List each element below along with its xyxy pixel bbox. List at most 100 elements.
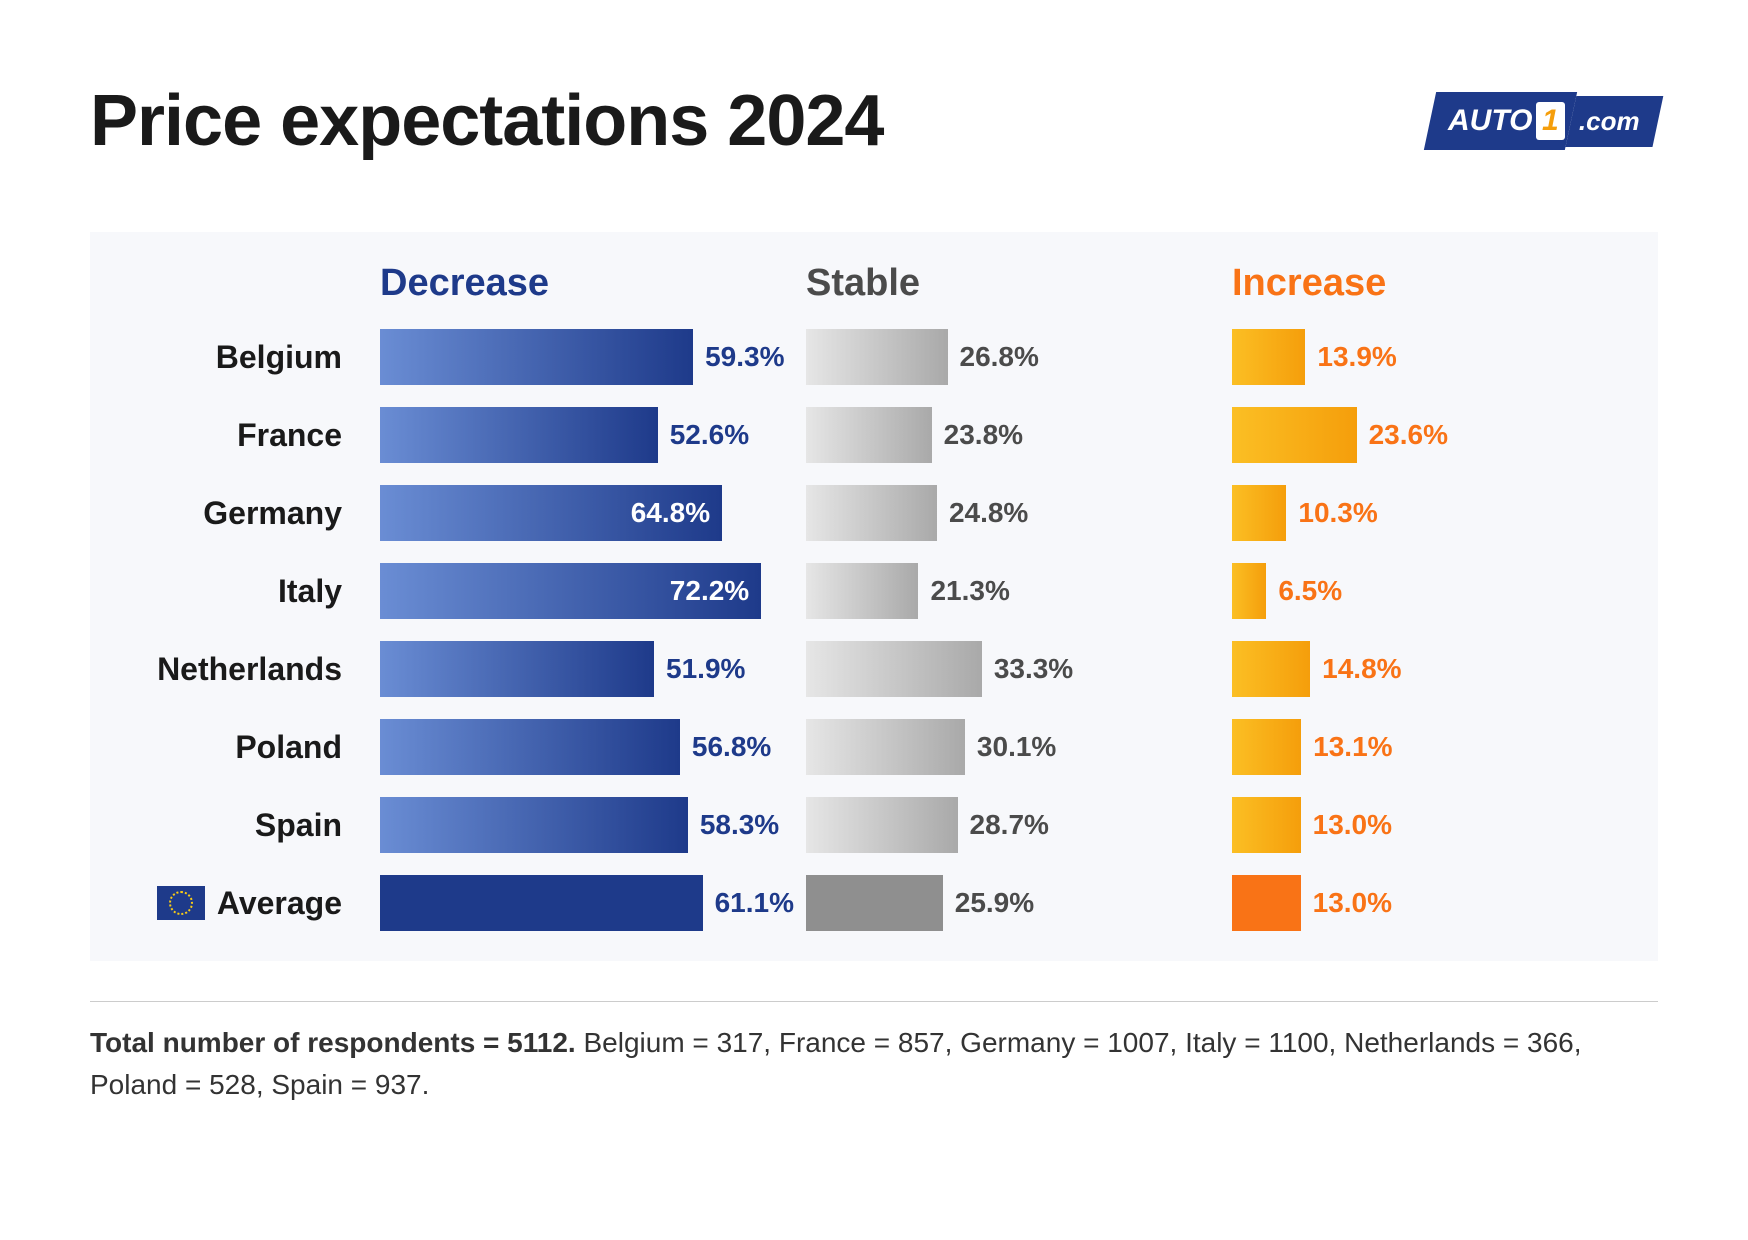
col-header-stable: Stable xyxy=(806,262,1202,305)
bar-stable: 28.7% xyxy=(806,797,958,853)
bar-label-decrease: 51.9% xyxy=(666,653,745,685)
bar-increase: 13.1% xyxy=(1232,719,1301,775)
bar-cell-decrease: 52.6% xyxy=(380,407,776,463)
bar-label-increase: 6.5% xyxy=(1278,575,1342,607)
bar-cell-stable: 28.7% xyxy=(806,797,1202,853)
row-label: Spain xyxy=(120,807,350,844)
table-row: Netherlands 51.9% 33.3% 14.8% xyxy=(120,641,1628,697)
bar-label-increase: 14.8% xyxy=(1322,653,1401,685)
bar-decrease: 51.9% xyxy=(380,641,654,697)
bar-increase: 14.8% xyxy=(1232,641,1310,697)
bar-cell-decrease: 51.9% xyxy=(380,641,776,697)
bar-label-stable: 25.9% xyxy=(955,887,1034,919)
bar-label-decrease: 52.6% xyxy=(670,419,749,451)
row-label: Poland xyxy=(120,729,350,766)
header: Price expectations 2024 AUTO1 .com xyxy=(90,80,1658,162)
bar-cell-stable: 33.3% xyxy=(806,641,1202,697)
logo-suffix: .com xyxy=(1579,106,1640,137)
bar-label-decrease: 72.2% xyxy=(670,575,749,607)
bar-cell-stable: 30.1% xyxy=(806,719,1202,775)
bar-stable: 30.1% xyxy=(806,719,965,775)
bar-label-increase: 13.9% xyxy=(1317,341,1396,373)
col-header-decrease: Decrease xyxy=(380,262,776,305)
bar-label-decrease: 61.1% xyxy=(715,887,794,919)
bar-cell-increase: 13.1% xyxy=(1232,719,1628,775)
bar-stable: 33.3% xyxy=(806,641,982,697)
bar-label-stable: 26.8% xyxy=(960,341,1039,373)
bar-label-decrease: 64.8% xyxy=(631,497,710,529)
row-label: Netherlands xyxy=(120,651,350,688)
logo-brand: AUTO xyxy=(1448,104,1532,138)
page-title: Price expectations 2024 xyxy=(90,80,883,162)
bar-label-increase: 10.3% xyxy=(1298,497,1377,529)
footnote: Total number of respondents = 5112. Belg… xyxy=(90,1001,1658,1106)
bar-stable: 26.8% xyxy=(806,329,948,385)
bar-cell-stable: 26.8% xyxy=(806,329,1202,385)
bar-cell-stable: 24.8% xyxy=(806,485,1202,541)
bar-cell-increase: 13.9% xyxy=(1232,329,1628,385)
footnote-lead: Total number of respondents = 5112. xyxy=(90,1027,576,1058)
bar-label-increase: 13.1% xyxy=(1313,731,1392,763)
bar-label-stable: 28.7% xyxy=(970,809,1049,841)
bar-label-decrease: 58.3% xyxy=(700,809,779,841)
bar-stable: 24.8% xyxy=(806,485,937,541)
bar-decrease: 61.1% xyxy=(380,875,703,931)
bar-cell-increase: 23.6% xyxy=(1232,407,1628,463)
bar-cell-decrease: 59.3% xyxy=(380,329,776,385)
row-label: Average xyxy=(120,885,350,922)
bar-label-decrease: 56.8% xyxy=(692,731,771,763)
bar-cell-increase: 13.0% xyxy=(1232,797,1628,853)
bar-cell-increase: 14.8% xyxy=(1232,641,1628,697)
row-average: Average 61.1% 25.9% 13.0% xyxy=(120,875,1628,931)
eu-flag-icon xyxy=(157,886,205,920)
col-header-increase: Increase xyxy=(1232,262,1628,305)
table-row: Germany 64.8% 24.8% 10.3% xyxy=(120,485,1628,541)
row-label: Italy xyxy=(120,573,350,610)
chart-rows: Belgium 59.3% 26.8% 13.9% France 52.6% 23.8% 23… xyxy=(120,329,1628,931)
bar-cell-decrease: 58.3% xyxy=(380,797,776,853)
bar-stable: 21.3% xyxy=(806,563,918,619)
table-row: France 52.6% 23.8% 23.6% xyxy=(120,407,1628,463)
bar-cell-decrease: 64.8% xyxy=(380,485,776,541)
bar-increase: 13.9% xyxy=(1232,329,1305,385)
bar-label-decrease: 59.3% xyxy=(705,341,784,373)
bar-label-increase: 13.0% xyxy=(1313,887,1392,919)
bar-cell-decrease: 56.8% xyxy=(380,719,776,775)
bar-increase: 6.5% xyxy=(1232,563,1266,619)
bar-cell-increase: 6.5% xyxy=(1232,563,1628,619)
bar-increase: 13.0% xyxy=(1232,875,1301,931)
bar-cell-decrease: 72.2% xyxy=(380,563,776,619)
bar-decrease: 58.3% xyxy=(380,797,688,853)
bar-stable: 23.8% xyxy=(806,407,932,463)
auto1-logo: AUTO1 .com xyxy=(1424,92,1664,150)
logo-one: 1 xyxy=(1537,102,1566,140)
bar-cell-increase: 13.0% xyxy=(1232,875,1628,931)
bar-increase: 13.0% xyxy=(1232,797,1301,853)
bar-increase: 23.6% xyxy=(1232,407,1357,463)
bar-label-increase: 23.6% xyxy=(1369,419,1448,451)
bar-label-stable: 23.8% xyxy=(944,419,1023,451)
bar-cell-stable: 21.3% xyxy=(806,563,1202,619)
bar-cell-stable: 25.9% xyxy=(806,875,1202,931)
bar-decrease: 56.8% xyxy=(380,719,680,775)
table-row: Poland 56.8% 30.1% 13.1% xyxy=(120,719,1628,775)
bar-cell-decrease: 61.1% xyxy=(380,875,776,931)
bar-cell-increase: 10.3% xyxy=(1232,485,1628,541)
bar-label-increase: 13.0% xyxy=(1313,809,1392,841)
bar-decrease: 72.2% xyxy=(380,563,761,619)
bar-label-stable: 30.1% xyxy=(977,731,1056,763)
chart: Decrease Stable Increase Belgium 59.3% 26.… xyxy=(90,232,1658,961)
bar-label-stable: 33.3% xyxy=(994,653,1073,685)
bar-cell-stable: 23.8% xyxy=(806,407,1202,463)
bar-stable: 25.9% xyxy=(806,875,943,931)
bar-decrease: 52.6% xyxy=(380,407,658,463)
row-label: Belgium xyxy=(120,339,350,376)
bar-label-stable: 24.8% xyxy=(949,497,1028,529)
table-row: Spain 58.3% 28.7% 13.0% xyxy=(120,797,1628,853)
bar-decrease: 59.3% xyxy=(380,329,693,385)
bar-label-stable: 21.3% xyxy=(930,575,1009,607)
bar-decrease: 64.8% xyxy=(380,485,722,541)
row-label: France xyxy=(120,417,350,454)
row-label: Germany xyxy=(120,495,350,532)
table-row: Italy 72.2% 21.3% 6.5% xyxy=(120,563,1628,619)
